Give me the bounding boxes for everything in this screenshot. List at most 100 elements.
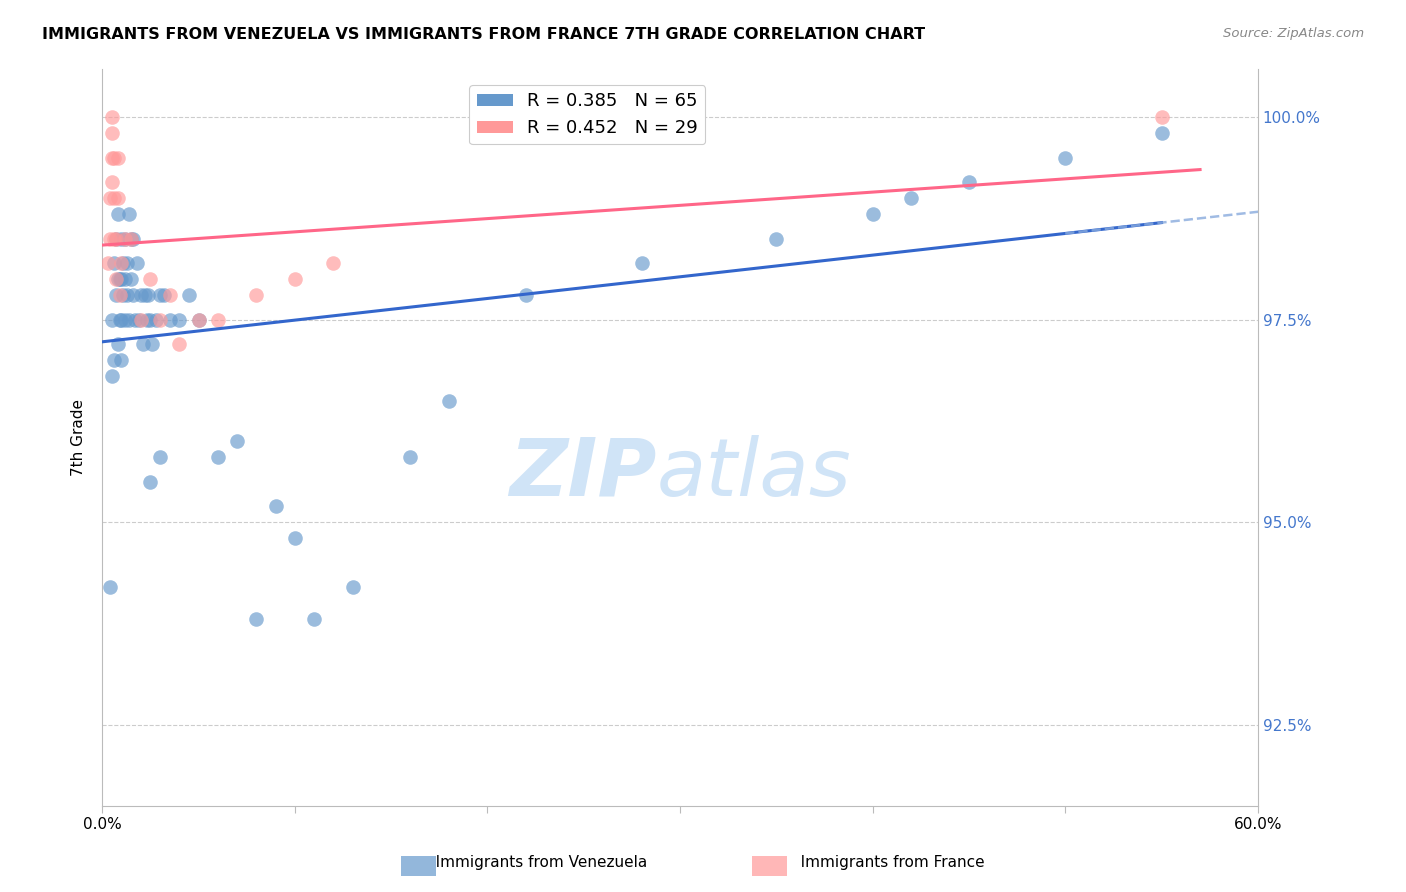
Point	[139, 272, 162, 286]
Point	[1150, 126, 1173, 140]
Point	[122, 232, 145, 246]
Text: atlas: atlas	[657, 435, 852, 513]
Point	[145, 312, 167, 326]
Point	[187, 312, 209, 326]
Point	[104, 288, 127, 302]
Point	[112, 256, 135, 270]
Point	[284, 272, 307, 286]
Point	[135, 312, 157, 326]
Point	[862, 207, 884, 221]
Point	[118, 312, 141, 326]
Point	[149, 288, 172, 302]
Point	[129, 312, 152, 326]
Point	[101, 175, 124, 189]
Point	[129, 288, 152, 302]
Point	[107, 337, 129, 351]
Point	[112, 288, 135, 302]
Point	[101, 126, 124, 140]
Point	[107, 151, 129, 165]
Point	[110, 256, 132, 270]
Point	[114, 312, 136, 326]
Point	[131, 337, 153, 351]
Point	[98, 580, 121, 594]
Text: Source: ZipAtlas.com: Source: ZipAtlas.com	[1223, 27, 1364, 40]
Text: ZIP: ZIP	[509, 435, 657, 513]
Point	[149, 312, 172, 326]
Point	[120, 272, 142, 286]
Point	[118, 207, 141, 221]
Point	[226, 434, 249, 449]
Point	[957, 175, 980, 189]
Point	[108, 312, 131, 326]
Point	[104, 232, 127, 246]
Point	[128, 312, 150, 326]
Point	[207, 312, 229, 326]
Point	[103, 232, 125, 246]
Point	[117, 256, 139, 270]
Point	[108, 272, 131, 286]
Point	[245, 612, 267, 626]
Point	[98, 191, 121, 205]
Point	[399, 450, 422, 465]
Point	[108, 288, 131, 302]
Point	[124, 312, 146, 326]
Point	[110, 312, 132, 326]
Point	[134, 288, 156, 302]
Text: IMMIGRANTS FROM VENEZUELA VS IMMIGRANTS FROM FRANCE 7TH GRADE CORRELATION CHART: IMMIGRANTS FROM VENEZUELA VS IMMIGRANTS …	[42, 27, 925, 42]
Point	[207, 450, 229, 465]
Point	[139, 312, 162, 326]
Point	[107, 191, 129, 205]
Point	[101, 110, 124, 124]
Point	[107, 207, 129, 221]
Point	[302, 612, 325, 626]
Text: Immigrants from Venezuela: Immigrants from Venezuela	[422, 855, 647, 870]
Point	[765, 232, 787, 246]
Point	[515, 288, 537, 302]
Point	[630, 256, 652, 270]
Point	[120, 232, 142, 246]
Point	[103, 191, 125, 205]
Point	[114, 232, 136, 246]
Point	[101, 151, 124, 165]
Point	[322, 256, 344, 270]
Point	[107, 272, 129, 286]
Point	[900, 191, 922, 205]
Point	[122, 288, 145, 302]
Point	[149, 450, 172, 465]
Point	[187, 312, 209, 326]
Point	[159, 312, 181, 326]
Point	[437, 393, 460, 408]
Text: Immigrants from France: Immigrants from France	[786, 855, 986, 870]
Point	[114, 232, 136, 246]
Point	[141, 337, 163, 351]
Point	[104, 232, 127, 246]
Point	[245, 288, 267, 302]
Point	[139, 475, 162, 489]
Point	[177, 288, 200, 302]
Point	[101, 312, 124, 326]
Point	[125, 256, 148, 270]
Point	[97, 256, 120, 270]
Point	[110, 353, 132, 368]
Point	[342, 580, 364, 594]
Point	[1150, 110, 1173, 124]
Point	[114, 272, 136, 286]
Point	[153, 288, 176, 302]
Point	[120, 232, 142, 246]
Point	[117, 288, 139, 302]
Point	[167, 312, 190, 326]
Point	[104, 272, 127, 286]
Point	[159, 288, 181, 302]
Point	[98, 232, 121, 246]
Legend: R = 0.385   N = 65, R = 0.452   N = 29: R = 0.385 N = 65, R = 0.452 N = 29	[470, 85, 706, 145]
Point	[103, 256, 125, 270]
Point	[138, 288, 160, 302]
Point	[103, 353, 125, 368]
Point	[103, 151, 125, 165]
Point	[284, 531, 307, 545]
Y-axis label: 7th Grade: 7th Grade	[72, 399, 86, 475]
Point	[1054, 151, 1077, 165]
Point	[167, 337, 190, 351]
Point	[110, 272, 132, 286]
Point	[101, 369, 124, 384]
